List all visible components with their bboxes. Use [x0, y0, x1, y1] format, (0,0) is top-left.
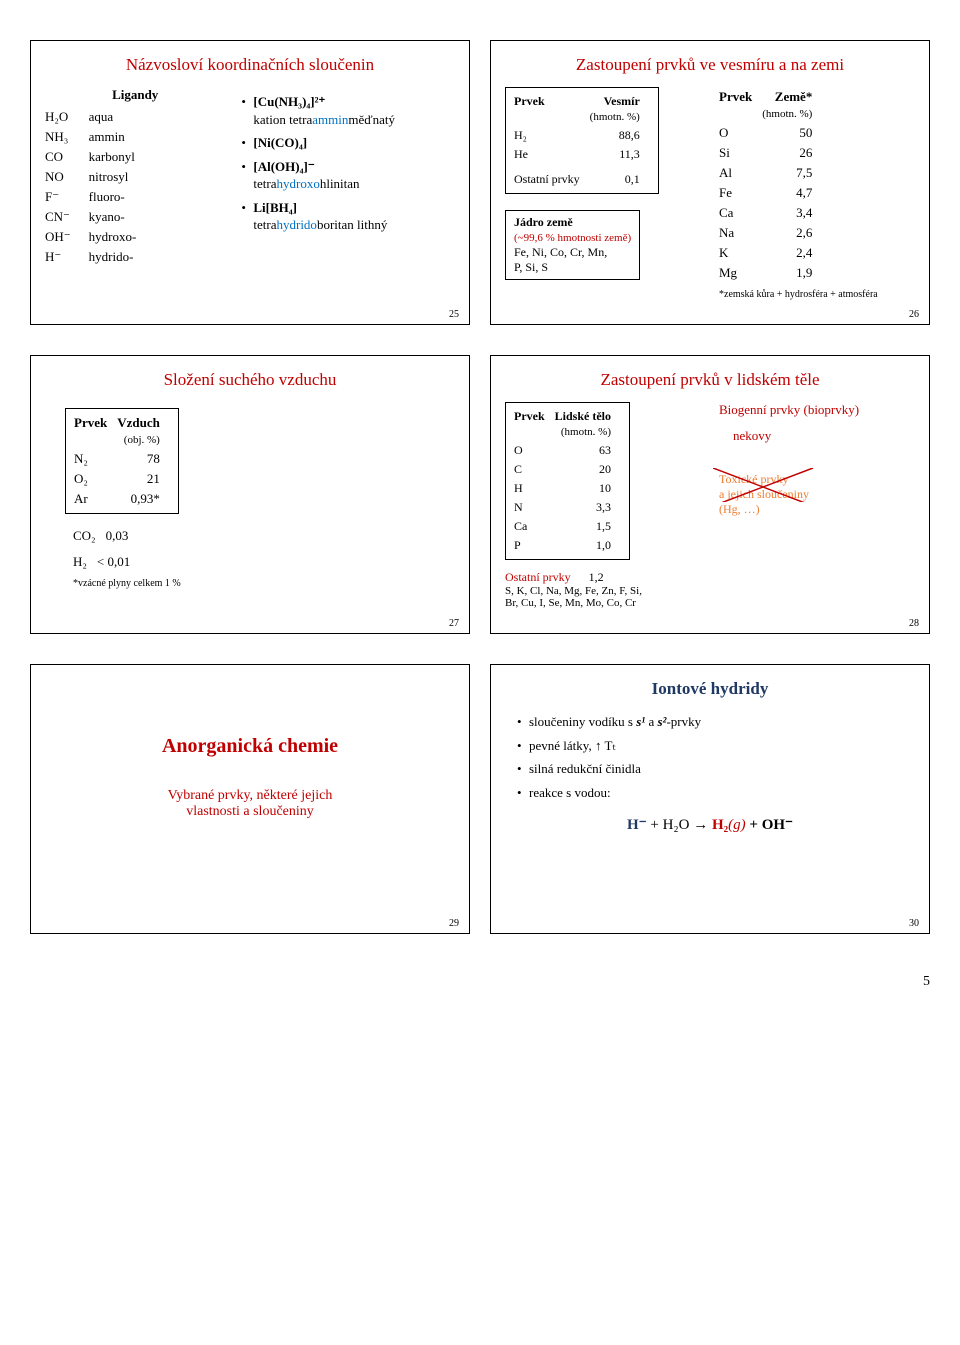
slide-title: Anorganická chemie: [45, 735, 455, 758]
slide-26: Zastoupení prvků ve vesmíru a na zemi Pr…: [490, 40, 930, 325]
slide-title: Zastoupení prvků v lidském těle: [505, 370, 915, 390]
bio-title: Biogenní prvky (bioprvky): [719, 402, 915, 418]
slide-29: Anorganická chemie Vybrané prvky, někter…: [30, 664, 470, 934]
slide-number: 29: [449, 918, 459, 929]
slide-number: 28: [909, 618, 919, 629]
slide-25: Názvosloví koordinačních sloučenin Ligan…: [30, 40, 470, 325]
slide-title: Složení suchého vzduchu: [45, 370, 455, 390]
slide-number: 26: [909, 309, 919, 320]
air-box: Prvek Vzduch(obj. %) N₂78O₂21Ar0,93*: [65, 408, 179, 514]
bullet-list: sloučeniny vodíku s s¹ a s²-prvky pevné …: [515, 713, 905, 801]
slide-number: 27: [449, 618, 459, 629]
slide-30: Iontové hydridy sloučeniny vodíku s s¹ a…: [490, 664, 930, 934]
slide-number: 25: [449, 309, 459, 320]
slide-28: Zastoupení prvků v lidském těle Prvek Li…: [490, 355, 930, 634]
air-footnote: *vzácné plyny celkem 1 %: [73, 578, 435, 589]
slide-title: Iontové hydridy: [505, 679, 915, 699]
universe-box: Prvek Vesmír(hmotn. %) H₂88,6He11,3 Osta…: [505, 87, 659, 194]
slide-number: 30: [909, 918, 919, 929]
formula: [Al(OH)₄]⁻: [253, 159, 314, 174]
examples-list: [Cu(NH₃)₄]²⁺ kation tetraamminměďnatý [N…: [239, 93, 455, 234]
earth-table: Prvek Země*(hmotn. %) O50Si26Al7,5Fe4,7C…: [719, 87, 822, 283]
core-box: Jádro země (~99,6 % hmotnosti země) Fe, …: [505, 210, 640, 280]
formula: [Ni(CO)₄]: [253, 135, 307, 150]
slide-title: Zastoupení prvků ve vesmíru a na zemi: [505, 55, 915, 75]
formula: [Cu(NH₃)₄]²⁺: [253, 94, 325, 109]
equation: H⁻ + H₂O → H₂(g) + OH⁻: [505, 815, 915, 834]
toxic-crossed: Toxické prvky a jejich sloučeniny (Hg, ……: [719, 472, 809, 517]
ligands-heading: Ligandy: [45, 87, 225, 103]
ligands-table: H₂OaquaNH₃amminCOkarbonylNOnitrosylF⁻flu…: [45, 107, 146, 267]
slide-27: Složení suchého vzduchu Prvek Vzduch(obj…: [30, 355, 470, 634]
formula: Li[BH₄]: [253, 200, 297, 215]
page-number: 5: [30, 974, 930, 990]
bio-sub: nekovy: [733, 428, 915, 444]
earth-footnote: *zemská kůra + hydrosféra + atmosféra: [719, 289, 915, 300]
slide-grid: Názvosloví koordinačních sloučenin Ligan…: [30, 40, 930, 934]
slide-title: Názvosloví koordinačních sloučenin: [45, 55, 455, 75]
body-box: Prvek Lidské tělo(hmotn. %) O63C20H10N3,…: [505, 402, 630, 560]
